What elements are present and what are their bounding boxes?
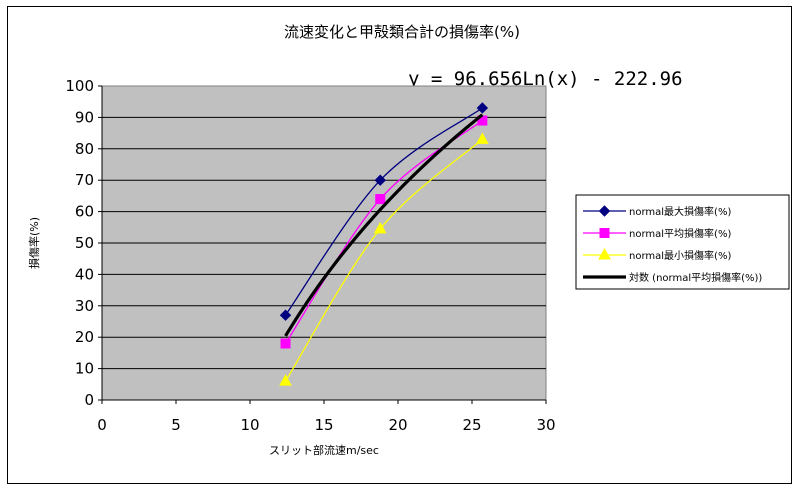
y-tick-label-90: 90 bbox=[75, 108, 94, 126]
series-2-point-2 bbox=[375, 194, 386, 205]
series-3-point-1 bbox=[279, 374, 292, 386]
trendline-layer bbox=[284, 113, 484, 337]
series-3-point-2 bbox=[373, 221, 387, 234]
x-tick-label-5: 5 bbox=[171, 416, 181, 434]
x-axis-label: スリット部流速m/sec bbox=[269, 443, 379, 457]
legend-label-1: normal最大損傷率(%) bbox=[629, 205, 731, 218]
y-tick-label-30: 30 bbox=[75, 297, 94, 315]
series-2-point-1 bbox=[280, 338, 291, 349]
chart-title: 流速変化と甲殻類合計の損傷率(%) bbox=[284, 23, 520, 41]
x-tick-label-0: 0 bbox=[97, 416, 107, 434]
legend-label-4: 対数 (normal平均損傷率(%)) bbox=[629, 271, 762, 284]
trendline-path bbox=[284, 113, 484, 337]
legend-label-3: normal最小損傷率(%) bbox=[629, 249, 731, 262]
y-axis-label: 損傷率(%) bbox=[27, 217, 41, 269]
y-tick-labels: 0 10 20 30 40 50 60 70 80 90 100 bbox=[65, 77, 94, 409]
y-tick-label-20: 20 bbox=[75, 328, 94, 346]
series-1-point-1 bbox=[279, 309, 292, 321]
x-tick-label-30: 30 bbox=[536, 416, 555, 434]
y-tick-label-80: 80 bbox=[75, 140, 94, 158]
y-tick-label-0: 0 bbox=[84, 391, 94, 409]
gridlines bbox=[102, 116, 546, 370]
x-tick-label-25: 25 bbox=[462, 416, 481, 434]
legend-marker-1 bbox=[598, 205, 611, 217]
axes bbox=[98, 85, 547, 404]
y-tick-label-60: 60 bbox=[75, 203, 94, 221]
y-tick-label-50: 50 bbox=[75, 234, 94, 252]
series-1-point-2 bbox=[374, 174, 386, 186]
y-tick-label-100: 100 bbox=[65, 77, 94, 95]
y-tick-label-70: 70 bbox=[75, 171, 94, 189]
legend: normal最大損傷率(%) normal平均損傷率(%) normal最小損傷率(… bbox=[575, 194, 790, 290]
series-1-point-3 bbox=[476, 102, 489, 114]
legend-marker-3 bbox=[598, 247, 611, 260]
legend-marker-2 bbox=[599, 228, 610, 238]
trendline-equation: y = 96.656Ln(x) - 222.96 bbox=[408, 68, 683, 90]
y-tick-label-10: 10 bbox=[75, 360, 94, 378]
x-tick-label-15: 15 bbox=[314, 416, 333, 434]
x-tick-labels: 0 5 10 15 20 25 30 bbox=[97, 416, 555, 434]
x-tick-label-10: 10 bbox=[240, 416, 259, 434]
legend-label-2: normal平均損傷率(%) bbox=[629, 227, 731, 240]
y-tick-label-40: 40 bbox=[75, 265, 94, 283]
series-3-point-3 bbox=[476, 132, 489, 144]
x-tick-label-20: 20 bbox=[388, 416, 407, 434]
